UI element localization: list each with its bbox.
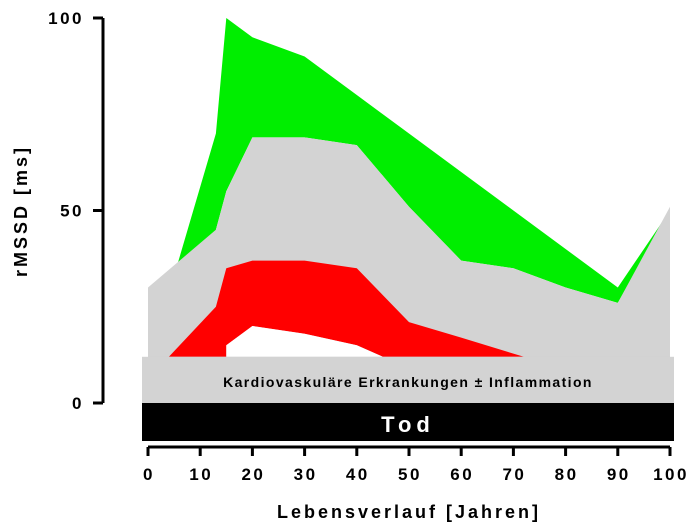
death-bar	[142, 403, 674, 441]
x-axis-title: Lebensverlauf [Jahren]	[277, 502, 541, 522]
y-tick-label: 0	[72, 394, 84, 413]
x-tick-label: 20	[241, 465, 265, 484]
white-area	[226, 326, 383, 357]
green-area	[148, 18, 670, 365]
x-tick-label: 10	[189, 465, 213, 484]
x-tick-label: 50	[398, 465, 422, 484]
y-axis-title: rMSSD [ms]	[11, 145, 31, 277]
y-tick-label: 50	[60, 202, 84, 221]
x-tick-label: 70	[502, 465, 526, 484]
x-tick-label: 100	[653, 465, 689, 484]
x-tick-label: 40	[346, 465, 370, 484]
red-area	[168, 260, 524, 357]
label-band	[142, 356, 674, 403]
y-tick-label: 100	[48, 9, 84, 28]
y-axis-ticks: 0 50 100	[48, 9, 103, 413]
label-band-text: Kardiovaskuläre Erkrankungen ± Inflammat…	[223, 374, 593, 390]
x-tick-label: 90	[607, 465, 631, 484]
death-label: Tod	[381, 412, 435, 437]
x-tick-label: 80	[555, 465, 579, 484]
x-tick-label: 0	[143, 465, 155, 484]
x-tick-label: 30	[294, 465, 318, 484]
x-tick-label: 60	[450, 465, 474, 484]
x-axis-ticks: 0 10 20 30 40 50 60 70 80 90 100	[143, 447, 689, 484]
